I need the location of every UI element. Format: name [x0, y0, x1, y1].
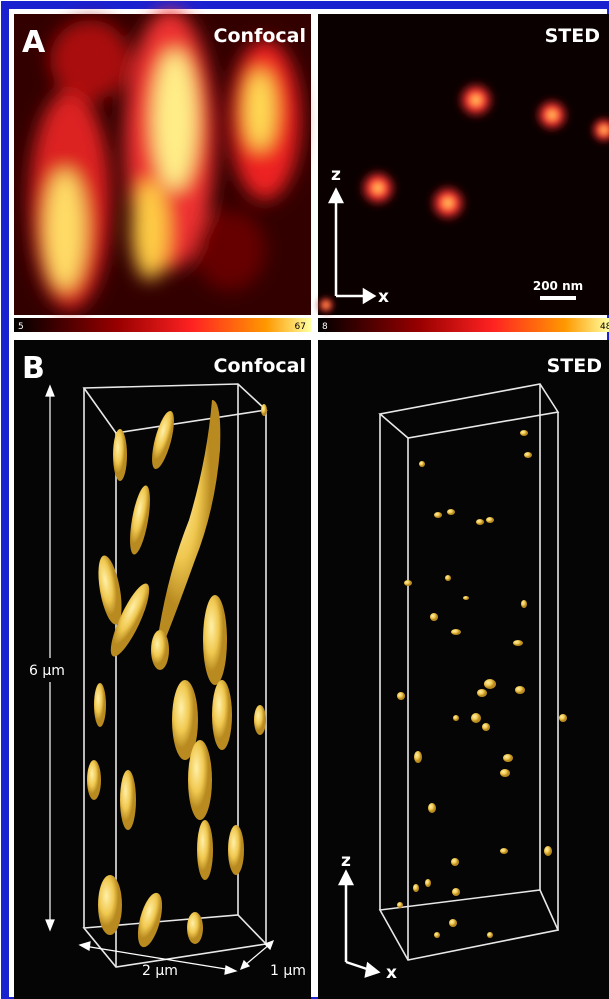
- axis-z: z: [341, 851, 351, 871]
- colorbar: [14, 318, 311, 332]
- colorbar-max: 67: [295, 322, 306, 332]
- height-label: 6 µm: [29, 663, 65, 679]
- colorbar-max: 48: [600, 322, 609, 332]
- colorbar-min: 8: [322, 322, 328, 332]
- axis-x: x: [386, 963, 397, 983]
- axis-z: z: [331, 165, 341, 185]
- panel-title: Confocal: [214, 25, 306, 47]
- panel-title: STED: [545, 25, 600, 47]
- sted-image: [316, 14, 609, 315]
- panel-title: Confocal: [214, 355, 306, 377]
- confocal-image: [14, 10, 311, 315]
- panel-label: B: [22, 351, 45, 386]
- page: {"panel_a":{"label":"A","left":{"title":…: [0, 0, 609, 999]
- figure: 5 67 A Confocal STED z x 200 nm 8 48 B C…: [0, 0, 609, 999]
- axis-x: x: [378, 287, 389, 307]
- scale-bar: [540, 296, 576, 300]
- panel-label: A: [22, 25, 46, 60]
- colorbar: [318, 318, 609, 332]
- panel-title: STED: [547, 355, 602, 377]
- depth-label: 1 µm: [270, 963, 306, 979]
- scale-bar-label: 200 nm: [533, 279, 583, 293]
- width-label: 2 µm: [142, 963, 178, 979]
- colorbar-min: 5: [18, 322, 24, 332]
